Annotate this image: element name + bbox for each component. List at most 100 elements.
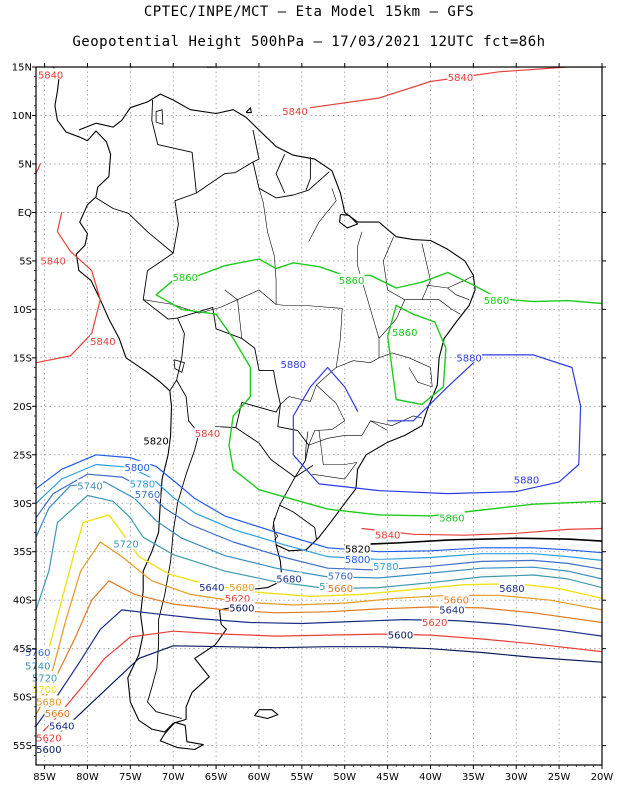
contour-label-bg	[35, 695, 62, 707]
lat-label: 50S	[13, 693, 32, 704]
contour-label-bg	[280, 358, 307, 370]
contour-label: 5680	[499, 584, 524, 595]
lon-label: 25W	[548, 772, 571, 783]
contour-label: 5680	[276, 574, 301, 585]
contour-label-bg	[172, 270, 199, 282]
contour-line	[36, 454, 602, 554]
contour-label-bg	[275, 572, 302, 584]
country-border	[305, 157, 311, 191]
contour-label: 5780	[130, 479, 155, 490]
contour-label-bg	[447, 71, 474, 83]
contour-label: 5740	[25, 662, 50, 673]
contour-label-bg	[438, 603, 465, 615]
lat-label: 5N	[18, 159, 32, 170]
contour-labels: 5840 5840 5840 5840 5840 5840 5840 5860 5860 5860…	[24, 68, 540, 756]
contour-label-bg	[37, 68, 64, 80]
state-border	[378, 243, 431, 339]
lon-label: 85W	[33, 772, 56, 783]
state-border	[312, 430, 358, 480]
axis-ticks	[32, 63, 606, 769]
contour-label-bg	[77, 479, 104, 491]
lat-label: 10S	[13, 305, 32, 316]
country-border	[275, 154, 286, 194]
contour-label: 5620	[225, 594, 250, 605]
contour-label: 5880	[514, 475, 539, 486]
contour-label-bg	[344, 542, 371, 554]
lon-label: 50W	[333, 772, 356, 783]
lon-label: 45W	[376, 772, 399, 783]
contour-label-bg	[113, 537, 140, 549]
state-border	[224, 289, 243, 339]
contour-label-bg	[438, 511, 465, 523]
lat-label: 20S	[13, 402, 32, 413]
contour-label-bg	[421, 615, 448, 627]
contour-label-bg	[194, 426, 221, 438]
contour-line	[343, 537, 602, 546]
contour-label-bg	[48, 719, 75, 731]
contour-label-bg	[498, 582, 525, 594]
contour-line	[36, 211, 101, 364]
map-subtitle: Geopotential Height 500hPa – 17/03/2021 …	[72, 34, 546, 50]
lat-label: 10N	[12, 111, 32, 122]
contour-label: 5840	[38, 70, 63, 81]
contour-label-bg	[89, 334, 116, 346]
contour-label: 5820	[345, 544, 370, 555]
contour-label-bg	[327, 569, 354, 581]
contour-label: 5600	[388, 631, 413, 642]
contour-label: 5660	[45, 709, 70, 720]
contour-label: 5860	[172, 273, 197, 284]
contour-label: 5780	[373, 562, 398, 573]
latitude-labels: 15N 10N 5N EQ 5S 10S 15S 20S 25S 30S 35S 40S 45S 50S 5…	[12, 63, 32, 753]
state-border	[308, 384, 388, 446]
lat-label: EQ	[18, 208, 32, 219]
contour-label: 5860	[484, 296, 509, 307]
lon-label: 75W	[119, 772, 142, 783]
contour-label-bg	[35, 742, 62, 754]
contour-label-bg	[338, 273, 365, 285]
lon-label: 30W	[505, 772, 528, 783]
contour-label-bg	[129, 477, 156, 489]
lat-label: 35S	[13, 547, 32, 558]
contour-label-bg	[35, 731, 62, 743]
lon-label: 60W	[248, 772, 271, 783]
country-border	[177, 306, 281, 434]
lat-label: 55S	[13, 741, 32, 752]
state-border	[143, 289, 343, 314]
contour-line	[292, 354, 582, 495]
contour-label-bg	[513, 473, 540, 485]
contour-label-bg	[24, 659, 51, 671]
lon-label: 40W	[419, 772, 442, 783]
contour-label-bg	[372, 559, 399, 571]
contour-label: 5620	[36, 733, 61, 744]
longitude-labels: 85W 80W 75W 70W 65W 60W 55W 50W 45W 40W 35W 30W 25W 2…	[33, 772, 613, 783]
contour-line	[39, 541, 602, 703]
contour-line	[36, 163, 41, 175]
contour-label: 5600	[36, 745, 61, 756]
contour-label: 5600	[229, 603, 254, 614]
contour-label: 5760	[328, 571, 353, 582]
contour-label: 5800	[124, 463, 149, 474]
lon-label: 70W	[162, 772, 185, 783]
contour-label-bg	[344, 552, 371, 564]
lat-label: 30S	[13, 499, 32, 510]
contour-label: 5700	[32, 685, 57, 696]
coastline	[159, 721, 204, 751]
lake	[155, 109, 164, 125]
contour-label: 5720	[113, 539, 138, 550]
contour-label-bg	[228, 581, 255, 593]
country-border	[151, 99, 197, 254]
contour-label: 5680	[36, 697, 61, 708]
contour-label: 5660	[443, 596, 468, 607]
contour-line	[43, 514, 602, 689]
contour-label-bg	[443, 593, 470, 605]
contour-line	[361, 527, 602, 536]
contour-label: 5880	[281, 360, 306, 371]
country-border	[252, 129, 260, 163]
lon-label: 20W	[591, 772, 614, 783]
lat-label: 5S	[19, 256, 32, 267]
contour-line	[36, 494, 602, 645]
lat-label: 40S	[13, 596, 32, 607]
contour-label: 5840	[448, 73, 473, 84]
state-border	[421, 299, 461, 315]
contour-label-bg	[327, 582, 354, 594]
